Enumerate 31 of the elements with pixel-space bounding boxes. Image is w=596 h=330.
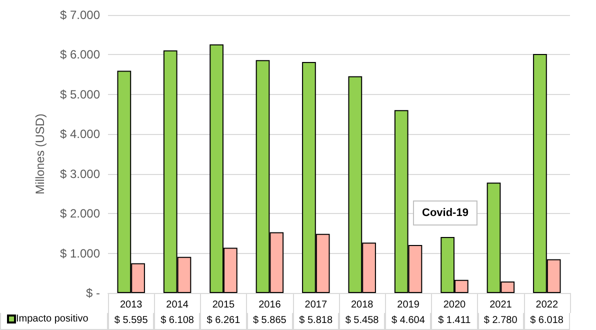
x-tick-label: 2020 (443, 300, 466, 310)
x-tick-label: 2014 (166, 300, 189, 310)
x-tick-label: 2013 (120, 300, 143, 310)
x-tick-label: 2015 (212, 300, 236, 310)
data-label: $ 2.780 (478, 313, 524, 330)
annotation: Covid-19 (422, 207, 468, 219)
x-tick-label: 2022 (536, 300, 558, 310)
x-tick-label: 2016 (258, 300, 282, 310)
data-label: $ 5.595 (108, 313, 154, 330)
data-label: $ 5.458 (338, 313, 386, 330)
y-tick-label: $ 3.000 (60, 166, 100, 181)
x-tick-label: 2019 (397, 300, 420, 310)
y-tick-label: $ 2.000 (60, 206, 100, 221)
x-tick-label: 2017 (304, 300, 328, 310)
data-label: $ 1.411 (431, 313, 478, 330)
data-label: $ 4.604 (385, 313, 432, 330)
data-label: $ 5.865 (246, 313, 293, 330)
data-label: $ 6.108 (154, 313, 200, 330)
data-label: $ 6.261 (200, 313, 247, 330)
x-tick-label: 2021 (490, 300, 512, 310)
y-tick-label: $ 4.000 (60, 127, 100, 142)
y-axis-title: Millones (USD) (33, 114, 47, 194)
y-tick-label: $ 6.000 (60, 48, 100, 62)
y-tick-label: $ 1.000 (60, 246, 100, 260)
y-tick-label: $ 5.000 (60, 87, 100, 102)
y-tick-label: $ - (86, 286, 100, 300)
legend-label: Impacto positivo (16, 314, 89, 324)
data-label: $ 6.018 (524, 313, 570, 330)
data-label: $ 5.818 (292, 313, 339, 330)
y-tick-label: $ 7.000 (60, 8, 100, 22)
x-tick-label: 2018 (350, 300, 374, 310)
